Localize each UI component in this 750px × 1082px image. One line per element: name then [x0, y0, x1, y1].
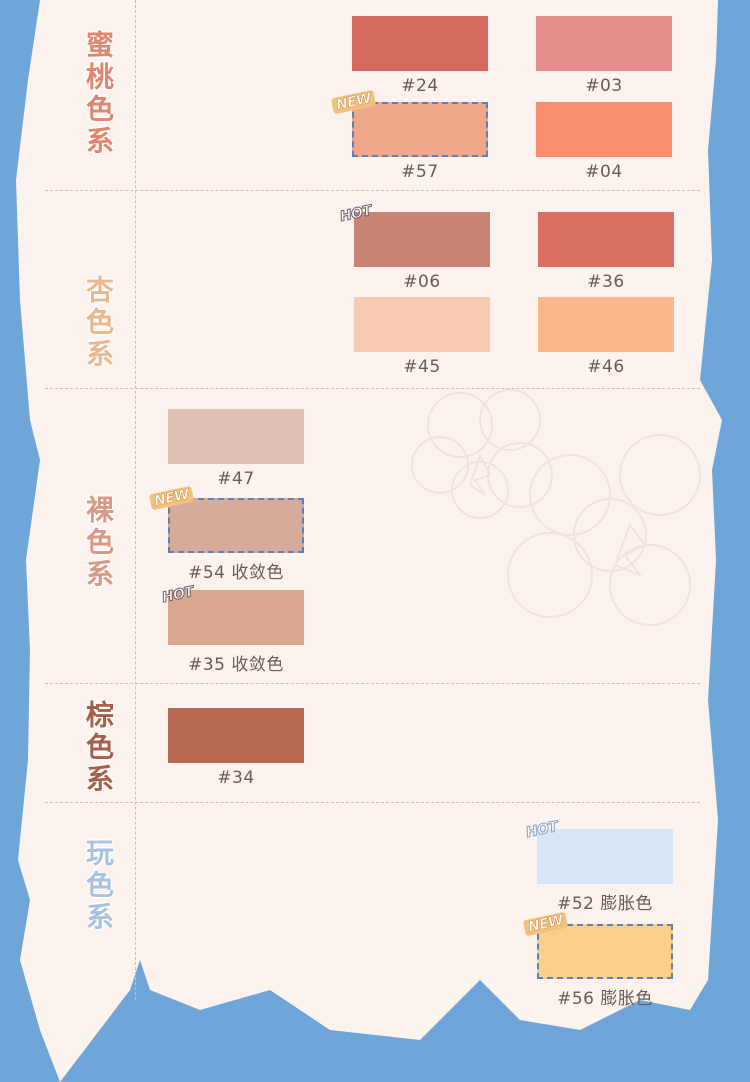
- swatch-item[interactable]: #54 收敛色: [166, 498, 306, 583]
- swatch-item[interactable]: #04: [534, 102, 674, 182]
- color-swatch: [536, 16, 672, 71]
- swatch-label: #06: [403, 272, 441, 292]
- category-label-apricot: 杏色系: [82, 275, 115, 371]
- color-swatch: [354, 212, 490, 267]
- swatch-label: #34: [217, 768, 255, 788]
- swatch-label: #35 收敛色: [188, 655, 284, 675]
- color-swatch: [538, 212, 674, 267]
- swatch-item[interactable]: #57: [350, 102, 490, 182]
- swatch-label: #36: [587, 272, 625, 292]
- color-swatch: [352, 16, 488, 71]
- swatch-item[interactable]: #52 膨胀色: [535, 829, 675, 914]
- swatch-label: #46: [587, 357, 625, 377]
- category-label-nude: 裸色系: [82, 495, 115, 591]
- swatch-label: #47: [217, 469, 255, 489]
- section-divider: [45, 683, 700, 684]
- swatch-item[interactable]: #45: [352, 297, 492, 377]
- swatch-item[interactable]: #24: [350, 16, 490, 96]
- section-divider: [45, 190, 700, 191]
- color-swatch: [354, 297, 490, 352]
- color-swatch: [537, 924, 673, 979]
- color-swatch: [536, 102, 672, 157]
- swatch-item[interactable]: #46: [536, 297, 676, 377]
- swatch-item[interactable]: #35 收敛色: [166, 590, 306, 675]
- swatch-label: #56 膨胀色: [557, 989, 653, 1009]
- flower-watermark: [411, 389, 701, 626]
- swatch-item[interactable]: #03: [534, 16, 674, 96]
- color-swatch: [537, 829, 673, 884]
- category-label-play: 玩色系: [82, 838, 115, 934]
- swatch-label: #57: [401, 162, 439, 182]
- color-swatch: [168, 708, 304, 763]
- section-divider: [45, 388, 700, 389]
- color-swatch: [538, 297, 674, 352]
- swatch-item[interactable]: #47: [166, 409, 306, 489]
- color-swatch: [352, 102, 488, 157]
- section-divider: [45, 802, 700, 803]
- swatch-item[interactable]: #56 膨胀色: [535, 924, 675, 1009]
- swatch-label: #24: [401, 76, 439, 96]
- color-swatch: [168, 498, 304, 553]
- swatch-label: #54 收敛色: [188, 563, 284, 583]
- swatch-label: #04: [585, 162, 623, 182]
- category-label-brown: 棕色系: [82, 700, 115, 796]
- color-swatch: [168, 590, 304, 645]
- margin-line: [135, 0, 136, 1000]
- swatch-label: #03: [585, 76, 623, 96]
- color-swatch: [168, 409, 304, 464]
- swatch-label: #45: [403, 357, 441, 377]
- swatch-label: #52 膨胀色: [557, 894, 653, 914]
- category-label-peach: 蜜桃色系: [82, 30, 115, 158]
- swatch-item[interactable]: #34: [166, 708, 306, 788]
- swatch-item[interactable]: #06: [352, 212, 492, 292]
- swatch-item[interactable]: #36: [536, 212, 676, 292]
